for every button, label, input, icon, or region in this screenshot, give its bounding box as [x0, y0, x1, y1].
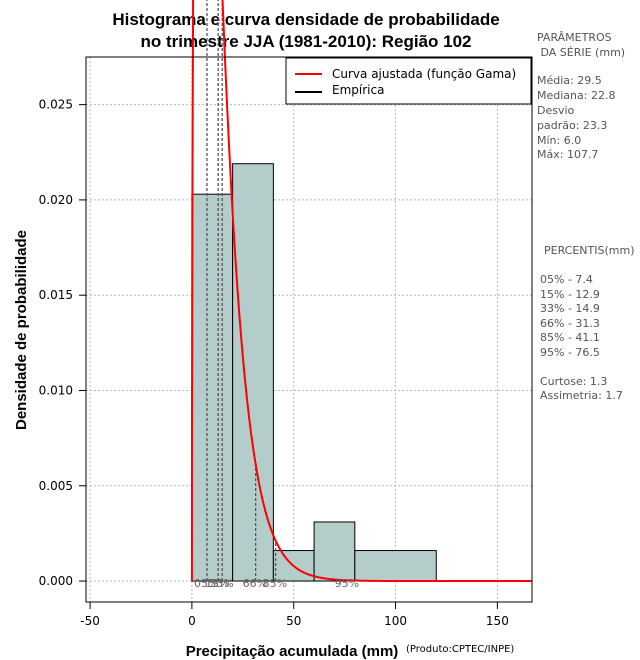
y-tick-label-1: 0.005 [39, 479, 73, 493]
percentil-95: 95% - 76.5 [540, 346, 600, 359]
kurtosis: Curtose: 1.3 [540, 375, 607, 388]
params-header-2: DA SÉRIE (mm) [537, 46, 625, 59]
histogram-bar-4 [354, 550, 437, 582]
series-parameters-panel: PARÂMETROS DA SÉRIE (mm) Média: 29.5 Med… [537, 31, 625, 161]
percentile-label-1: 15% [205, 577, 229, 590]
legend-box [285, 57, 532, 105]
percentil-66: 66% - 31.3 [540, 317, 600, 330]
percentil-15: 15% - 12.9 [540, 288, 600, 301]
percentile-label-3: 66% [243, 577, 267, 590]
percentile-labels: 05%15%33% 66%85% 95% [194, 577, 359, 590]
param-std-label: Desvio [537, 104, 575, 117]
x-tick-label-1: 0 [188, 614, 196, 628]
chart-title-line2: no trimestre JJA (1981-2010): Região 102 [140, 32, 471, 51]
y-tick-label-5: 0.025 [39, 98, 73, 112]
param-mean: Média: 29.5 [537, 74, 602, 87]
percentil-05: 05% - 7.4 [540, 273, 593, 286]
legend-label-curve: Curva ajustada (função Gama) [332, 67, 516, 81]
x-tick-label-0: -50 [80, 614, 100, 628]
y-tick-label-3: 0.015 [39, 288, 73, 302]
x-tick-label-4: 150 [486, 614, 509, 628]
param-max: Máx: 107.7 [537, 148, 598, 161]
y-tick-label-2: 0.010 [39, 383, 73, 397]
legend-label-empirical: Empírica [332, 83, 384, 97]
percentil-33: 33% - 14.9 [540, 302, 600, 315]
param-std: padrão: 23.3 [537, 119, 607, 132]
plot-background [86, 57, 532, 602]
param-median: Mediana: 22.8 [537, 89, 615, 102]
percentile-label-4: 85% [263, 577, 287, 590]
percentile-label-0: 05% [194, 577, 218, 590]
y-tick-label-0: 0.000 [39, 574, 73, 588]
y-tick-label-4: 0.020 [39, 193, 73, 207]
x-axis: -50 0 50 100 150 [80, 601, 509, 628]
bars [191, 163, 437, 582]
histogram-bar-1 [232, 163, 274, 582]
skewness: Assimetria: 1.7 [540, 389, 623, 402]
x-axis-label: Precipitação acumulada (mm) [186, 643, 399, 660]
y-axis: 0.000 0.005 0.010 0.015 0.020 0.025 [39, 98, 87, 588]
gamma-curve [190, 0, 532, 583]
histogram-bar-3 [313, 521, 356, 582]
percentil-85: 85% - 41.1 [540, 331, 600, 344]
params-header-1: PARÂMETROS [537, 31, 612, 44]
y-axis-label: Densidade de probabilidade [13, 230, 30, 430]
histogram-bar-0 [191, 193, 234, 582]
percentiles-panel: PERCENTIS(mm) 05% - 7.4 15% - 12.9 33% -… [540, 244, 635, 402]
x-tick-label-2: 50 [286, 614, 301, 628]
product-credit: (Produto:CPTEC/INPE) [406, 644, 514, 655]
chart-title-line1: Histograma e curva densidade de probabil… [112, 10, 499, 29]
legend: Curva ajustada (função Gama) Empírica [285, 57, 532, 105]
percentile-label-5: 95% [335, 577, 359, 590]
x-tick-label-3: 100 [384, 614, 407, 628]
percentis-header: PERCENTIS(mm) [544, 244, 635, 257]
param-min: Mín: 6.0 [537, 134, 581, 147]
percentile-label-2: 33% [209, 577, 233, 590]
